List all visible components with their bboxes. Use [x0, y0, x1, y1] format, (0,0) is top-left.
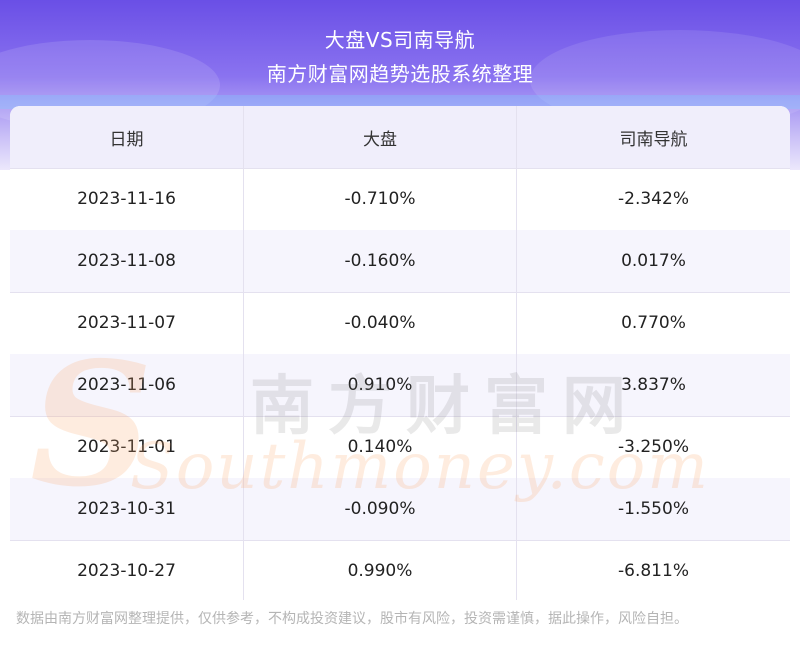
table-row: 2023-10-31 -0.090% -1.550%	[10, 478, 790, 541]
market-change-cell: 0.910%	[244, 354, 517, 416]
column-header-date: 日期	[10, 106, 244, 168]
column-header-stock: 司南导航	[619, 129, 688, 150]
date-cell: 2023-11-06	[10, 354, 244, 416]
stock-change-cell: -2.342%	[618, 189, 689, 209]
table-header-row: 日期 大盘 司南导航	[10, 106, 790, 169]
date-cell: 2023-11-08	[10, 230, 244, 292]
market-change-cell: 0.990%	[244, 540, 517, 600]
decor-band	[0, 95, 800, 109]
table-row: 2023-11-16 -0.710% -2.342%	[10, 168, 790, 231]
date-cell: 2023-11-16	[10, 168, 244, 230]
date-cell: 2023-10-31	[10, 478, 244, 540]
comparison-table: 日期 大盘 司南导航 2023-11-16 -0.710% -2.342% 20…	[10, 106, 790, 600]
page-subtitle: 南方财富网趋势选股系统整理	[266, 62, 534, 86]
stock-change-cell: 0.770%	[621, 313, 686, 333]
table-row: 2023-11-06 0.910% 3.837%	[10, 354, 790, 417]
table-row: 2023-11-08 -0.160% 0.017%	[10, 230, 790, 293]
market-change-cell: -0.090%	[244, 478, 517, 540]
table-row: 2023-10-27 0.990% -6.811%	[10, 540, 790, 600]
page-title: 大盘VS司南导航	[324, 28, 476, 52]
stock-change-cell: -6.811%	[618, 561, 689, 581]
disclaimer-text: 数据由南方财富网整理提供，仅供参考，不构成投资建议，股市有风险，投资需谨慎，据此…	[16, 611, 688, 627]
date-cell: 2023-10-27	[10, 540, 244, 600]
table-row: 2023-11-07 -0.040% 0.770%	[10, 292, 790, 355]
table-row: 2023-11-01 0.140% -3.250%	[10, 416, 790, 479]
market-change-cell: -0.040%	[244, 292, 517, 354]
market-change-cell: 0.140%	[244, 416, 517, 478]
market-change-cell: -0.710%	[244, 168, 517, 230]
date-cell: 2023-11-01	[10, 416, 244, 478]
column-header-market: 大盘	[244, 106, 517, 168]
stock-change-cell: 0.017%	[621, 251, 686, 271]
stock-change-cell: -3.250%	[618, 437, 689, 457]
date-cell: 2023-11-07	[10, 292, 244, 354]
market-change-cell: -0.160%	[244, 230, 517, 292]
stock-change-cell: 3.837%	[621, 375, 686, 395]
stock-change-cell: -1.550%	[618, 499, 689, 519]
